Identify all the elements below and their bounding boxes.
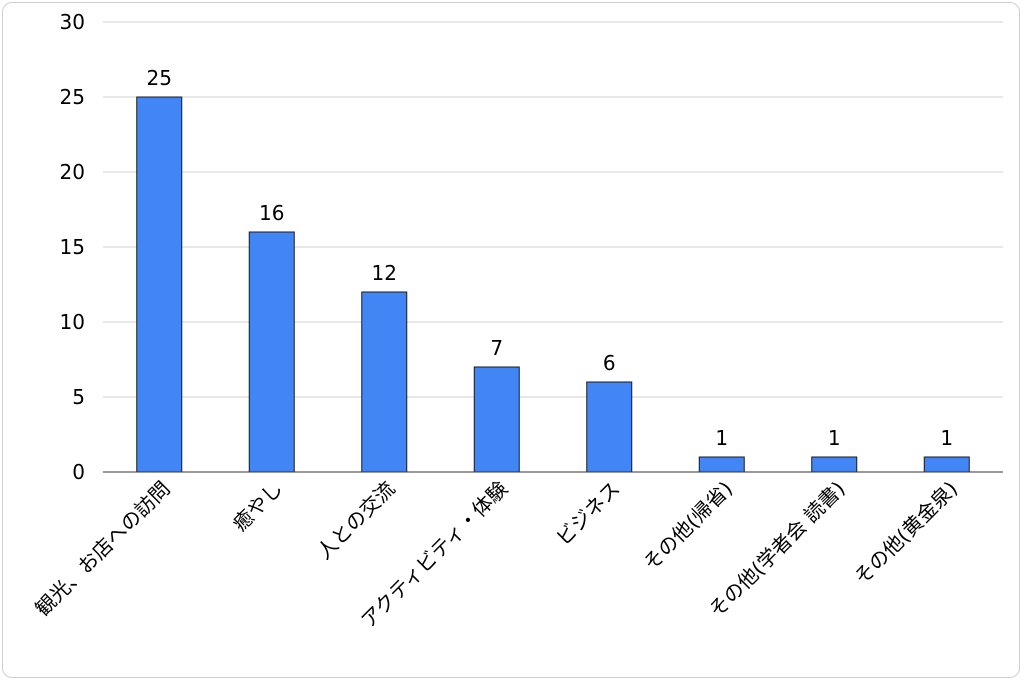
bar xyxy=(361,291,408,473)
x-tick-label: その他(帰省) xyxy=(638,476,737,575)
data-label: 6 xyxy=(603,351,616,375)
bar xyxy=(136,96,183,473)
x-tick-label: 人との交流 xyxy=(312,476,400,564)
y-tick-label: 15 xyxy=(60,235,85,259)
x-tick-label: 癒やし xyxy=(228,476,287,535)
data-label: 25 xyxy=(147,66,172,90)
y-tick-label: 20 xyxy=(60,160,85,184)
y-tick-label: 5 xyxy=(72,385,85,409)
bar xyxy=(473,366,520,473)
x-tick-label: 観光、お店への訪問 xyxy=(30,476,174,620)
bar xyxy=(248,231,295,473)
data-labels: 25 16 12 7 6 1 1 1 xyxy=(147,66,954,450)
bars xyxy=(136,96,970,473)
bar xyxy=(698,456,745,473)
data-label: 16 xyxy=(259,201,284,225)
data-label: 12 xyxy=(372,261,397,285)
y-tick-label: 25 xyxy=(60,85,85,109)
y-axis-ticks: 0 5 10 15 20 25 30 xyxy=(60,10,85,484)
y-tick-label: 30 xyxy=(60,10,85,34)
data-label: 7 xyxy=(490,336,503,360)
y-tick-label: 0 xyxy=(72,460,85,484)
data-label: 1 xyxy=(828,426,841,450)
x-tick-label: その他(黄金泉) xyxy=(849,476,962,589)
data-label: 1 xyxy=(715,426,728,450)
bar xyxy=(811,456,858,473)
gridlines xyxy=(103,21,1003,398)
bar xyxy=(586,381,633,473)
bar xyxy=(923,456,970,473)
data-label: 1 xyxy=(940,426,953,450)
x-tick-label: ビジネス xyxy=(551,476,625,550)
y-tick-label: 10 xyxy=(60,310,85,334)
